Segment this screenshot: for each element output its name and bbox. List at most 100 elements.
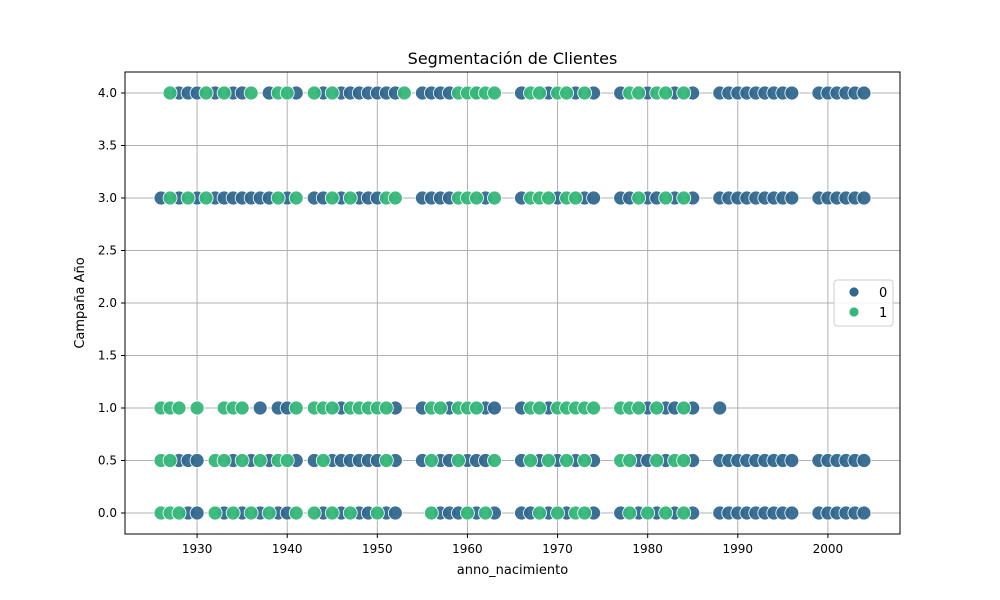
data-point-series-1 <box>288 400 304 416</box>
data-point-series-1 <box>487 453 502 468</box>
data-point-series-1 <box>234 400 250 416</box>
data-point-series-1 <box>532 400 547 416</box>
data-point-series-1 <box>676 190 692 206</box>
data-point-series-1 <box>541 190 556 206</box>
data-point-series-1 <box>487 190 502 206</box>
data-point-series-1 <box>676 400 692 416</box>
legend-marker-0 <box>848 286 860 298</box>
data-point-series-1 <box>207 505 223 521</box>
data-point-series-1 <box>469 400 484 416</box>
data-point-series-1 <box>306 85 322 101</box>
data-point-series-1 <box>324 190 340 206</box>
y-tick-label: 2.0 <box>98 296 117 310</box>
data-point-series-0 <box>189 453 205 468</box>
data-point-series-0 <box>387 505 403 521</box>
data-point-series-0 <box>784 505 800 521</box>
data-point-series-1 <box>189 400 205 416</box>
y-tick-label: 3.0 <box>98 191 117 205</box>
data-point-series-1 <box>279 453 295 468</box>
y-tick-label: 1.0 <box>98 401 117 415</box>
data-point-series-0 <box>784 190 800 206</box>
data-point-series-1 <box>631 190 647 206</box>
data-point-series-1 <box>378 453 394 468</box>
data-point-series-1 <box>532 505 547 521</box>
data-point-series-1 <box>550 505 565 521</box>
data-point-series-1 <box>523 453 538 468</box>
data-point-series-1 <box>171 400 187 416</box>
data-point-series-1 <box>577 453 592 468</box>
data-point-series-0 <box>252 400 268 416</box>
data-point-series-1 <box>568 190 583 206</box>
data-point-series-1 <box>252 453 268 468</box>
data-point-series-1 <box>378 400 394 416</box>
data-point-series-1 <box>658 85 674 101</box>
data-point-series-1 <box>541 453 556 468</box>
data-point-series-1 <box>306 505 322 521</box>
data-point-series-0 <box>712 400 728 416</box>
data-point-series-0 <box>189 505 205 521</box>
data-point-series-1 <box>676 505 692 521</box>
data-point-series-0 <box>856 190 872 206</box>
data-point-series-1 <box>324 85 340 101</box>
data-point-series-1 <box>532 85 547 101</box>
data-point-series-1 <box>478 505 493 521</box>
data-point-series-1 <box>198 85 214 101</box>
data-point-series-1 <box>577 85 592 101</box>
data-point-series-1 <box>396 85 412 101</box>
data-point-series-1 <box>631 400 647 416</box>
chart-title: Segmentación de Clientes <box>408 49 618 68</box>
data-point-series-1 <box>676 453 692 468</box>
data-point-series-1 <box>487 85 502 101</box>
data-point-series-1 <box>469 190 484 206</box>
data-point-series-0 <box>487 400 502 416</box>
data-point-series-1 <box>387 190 403 206</box>
legend-label-1: 1 <box>879 306 887 321</box>
data-point-series-1 <box>433 400 448 416</box>
x-axis-label: anno_nacimiento <box>457 563 568 578</box>
y-axis-ticks: 0.0 0.5 1.0 1.5 2.0 2.5 3.0 3.5 4.0 <box>98 86 125 520</box>
data-point-series-1 <box>216 453 232 468</box>
data-point-series-1 <box>451 453 466 468</box>
data-point-series-1 <box>171 505 187 521</box>
y-tick-label: 2.5 <box>98 244 117 258</box>
data-point-series-1 <box>342 505 358 521</box>
data-point-series-1 <box>577 505 592 521</box>
data-point-series-1 <box>225 505 241 521</box>
data-point-series-1 <box>640 505 656 521</box>
x-tick-label: 1950 <box>362 542 393 556</box>
data-point-series-0 <box>856 505 872 521</box>
data-point-series-1 <box>279 85 295 101</box>
data-point-series-0 <box>586 190 602 206</box>
y-tick-label: 4.0 <box>98 86 117 100</box>
data-point-series-1 <box>423 453 439 468</box>
data-point-series-1 <box>559 453 574 468</box>
data-point-series-0 <box>856 453 872 468</box>
data-point-series-1 <box>216 85 232 101</box>
data-point-series-1 <box>622 505 638 521</box>
y-tick-label: 0.0 <box>98 506 117 520</box>
data-point-series-0 <box>784 453 800 468</box>
y-tick-label: 3.5 <box>98 139 117 153</box>
data-point-series-1 <box>676 85 692 101</box>
legend-label-0: 0 <box>879 286 887 301</box>
data-point-series-1 <box>649 453 665 468</box>
data-point-series-1 <box>180 190 196 206</box>
data-point-series-1 <box>270 190 286 206</box>
data-point-series-1 <box>622 453 638 468</box>
data-point-series-1 <box>559 85 574 101</box>
legend: 0 1 <box>833 279 894 327</box>
data-point-series-1 <box>324 400 340 416</box>
y-axis-label: Campaña Año <box>73 257 88 348</box>
data-point-series-0 <box>784 85 800 101</box>
data-point-series-1 <box>162 453 178 468</box>
x-tick-label: 1970 <box>542 542 573 556</box>
data-point-series-1 <box>460 505 475 521</box>
data-point-series-1 <box>658 505 674 521</box>
x-axis-ticks: 1930 1940 1950 1960 1970 1980 1990 2000 <box>182 534 843 556</box>
data-point-series-1 <box>234 453 250 468</box>
x-tick-label: 1940 <box>272 542 303 556</box>
data-point-series-1 <box>261 505 277 521</box>
data-point-series-1 <box>198 190 214 206</box>
x-tick-label: 2000 <box>813 542 844 556</box>
y-tick-label: 1.5 <box>98 349 117 363</box>
